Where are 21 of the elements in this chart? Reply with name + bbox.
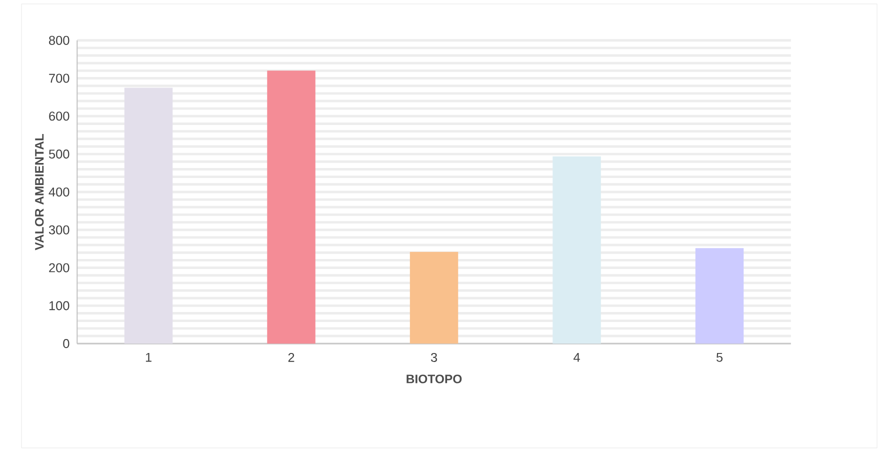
x-tick-label: 2 bbox=[288, 353, 294, 362]
x-tick-label: 1 bbox=[146, 353, 152, 362]
y-axis-title: VALOR AMBIENTAL bbox=[35, 134, 44, 250]
bar bbox=[410, 252, 458, 344]
x-axis-title: BIOTOPO bbox=[406, 374, 462, 384]
x-tick-label: 5 bbox=[716, 353, 723, 362]
x-tick-label: 3 bbox=[430, 353, 438, 362]
y-tick-label: 100 bbox=[49, 301, 70, 310]
y-tick-label: 300 bbox=[48, 225, 70, 234]
y-tick-label: 500 bbox=[48, 150, 70, 159]
y-tick-label: 600 bbox=[49, 112, 70, 121]
bar bbox=[267, 70, 316, 344]
y-tick-label: 700 bbox=[49, 74, 70, 83]
y-tick-label: 400 bbox=[48, 188, 70, 197]
bar bbox=[552, 156, 601, 344]
bar bbox=[695, 248, 744, 344]
bar bbox=[124, 88, 173, 344]
x-tick-label: 4 bbox=[574, 353, 580, 362]
y-tick-label: 800 bbox=[49, 36, 70, 45]
y-tick-label: 200 bbox=[49, 263, 70, 272]
y-tick-label: 0 bbox=[63, 339, 70, 348]
